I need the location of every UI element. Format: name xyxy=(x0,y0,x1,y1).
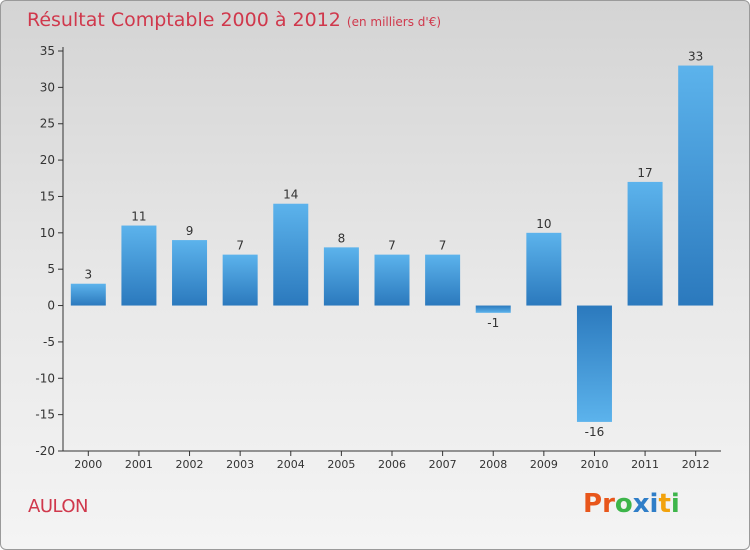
bar xyxy=(576,305,612,422)
bar xyxy=(475,305,511,313)
bar-value-label: 8 xyxy=(338,231,346,245)
bar-value-label: 9 xyxy=(186,224,194,238)
x-tick-label: 2001 xyxy=(125,458,153,471)
x-tick-label: 2009 xyxy=(530,458,558,471)
bar-value-label: -16 xyxy=(585,425,605,439)
chart-title: Résultat Comptable 2000 à 2012 (en millie… xyxy=(27,9,441,31)
bar-value-label: 14 xyxy=(283,188,298,202)
y-tick-label: -15 xyxy=(35,408,55,422)
chart-title-text: Résultat Comptable 2000 à 2012 xyxy=(27,9,341,31)
logo-letter: i xyxy=(649,489,659,519)
x-tick-label: 2007 xyxy=(429,458,457,471)
chart-subtitle: (en milliers d'€) xyxy=(346,15,442,29)
bar-value-label: -1 xyxy=(487,316,499,330)
bar xyxy=(172,240,208,306)
bar xyxy=(374,254,410,306)
bar xyxy=(627,181,663,306)
bar xyxy=(273,203,309,306)
x-tick-label: 2005 xyxy=(327,458,355,471)
y-tick-label: 0 xyxy=(47,299,55,313)
bar xyxy=(70,283,106,306)
commune-name: AULON xyxy=(28,496,89,517)
x-tick-label: 2008 xyxy=(479,458,507,471)
y-tick-label: -5 xyxy=(43,335,55,349)
bar xyxy=(425,254,461,306)
y-tick-label: 15 xyxy=(40,189,55,203)
y-tick-label: -20 xyxy=(35,444,55,458)
x-tick-label: 2002 xyxy=(176,458,204,471)
bar-value-label: 7 xyxy=(388,239,396,253)
bar xyxy=(323,247,359,306)
x-tick-label: 2006 xyxy=(378,458,406,471)
x-tick-label: 2004 xyxy=(277,458,305,471)
bar-value-label: 11 xyxy=(131,210,146,224)
x-tick-label: 2000 xyxy=(74,458,102,471)
bar xyxy=(526,232,562,306)
bar-value-label: 10 xyxy=(536,217,551,231)
y-tick-label: 5 xyxy=(47,262,55,276)
logo-letter: x xyxy=(632,489,650,519)
y-tick-label: 20 xyxy=(40,153,55,167)
logo-letter: t xyxy=(658,489,671,519)
logo-letter: i xyxy=(670,489,680,519)
x-tick-label: 2012 xyxy=(682,458,710,471)
logo-letter: r xyxy=(602,489,615,519)
proxiti-logo: Proxiti xyxy=(583,489,680,519)
bar-value-label: 33 xyxy=(688,50,703,64)
bar-value-label: 3 xyxy=(84,268,92,282)
bar-value-label: 17 xyxy=(637,166,652,180)
y-tick-label: 35 xyxy=(40,44,55,58)
y-tick-label: 30 xyxy=(40,80,55,94)
x-tick-label: 2011 xyxy=(631,458,659,471)
bar xyxy=(121,225,157,306)
x-tick-label: 2010 xyxy=(580,458,608,471)
bar xyxy=(222,254,258,306)
y-tick-label: 10 xyxy=(40,226,55,240)
bar-value-label: 7 xyxy=(439,239,447,253)
x-tick-label: 2003 xyxy=(226,458,254,471)
y-tick-label: 25 xyxy=(40,117,55,131)
y-tick-label: -10 xyxy=(35,371,55,385)
bar-value-label: 7 xyxy=(236,239,244,253)
bar xyxy=(678,65,714,306)
logo-letter: o xyxy=(614,489,633,519)
logo-letter: P xyxy=(583,489,603,519)
